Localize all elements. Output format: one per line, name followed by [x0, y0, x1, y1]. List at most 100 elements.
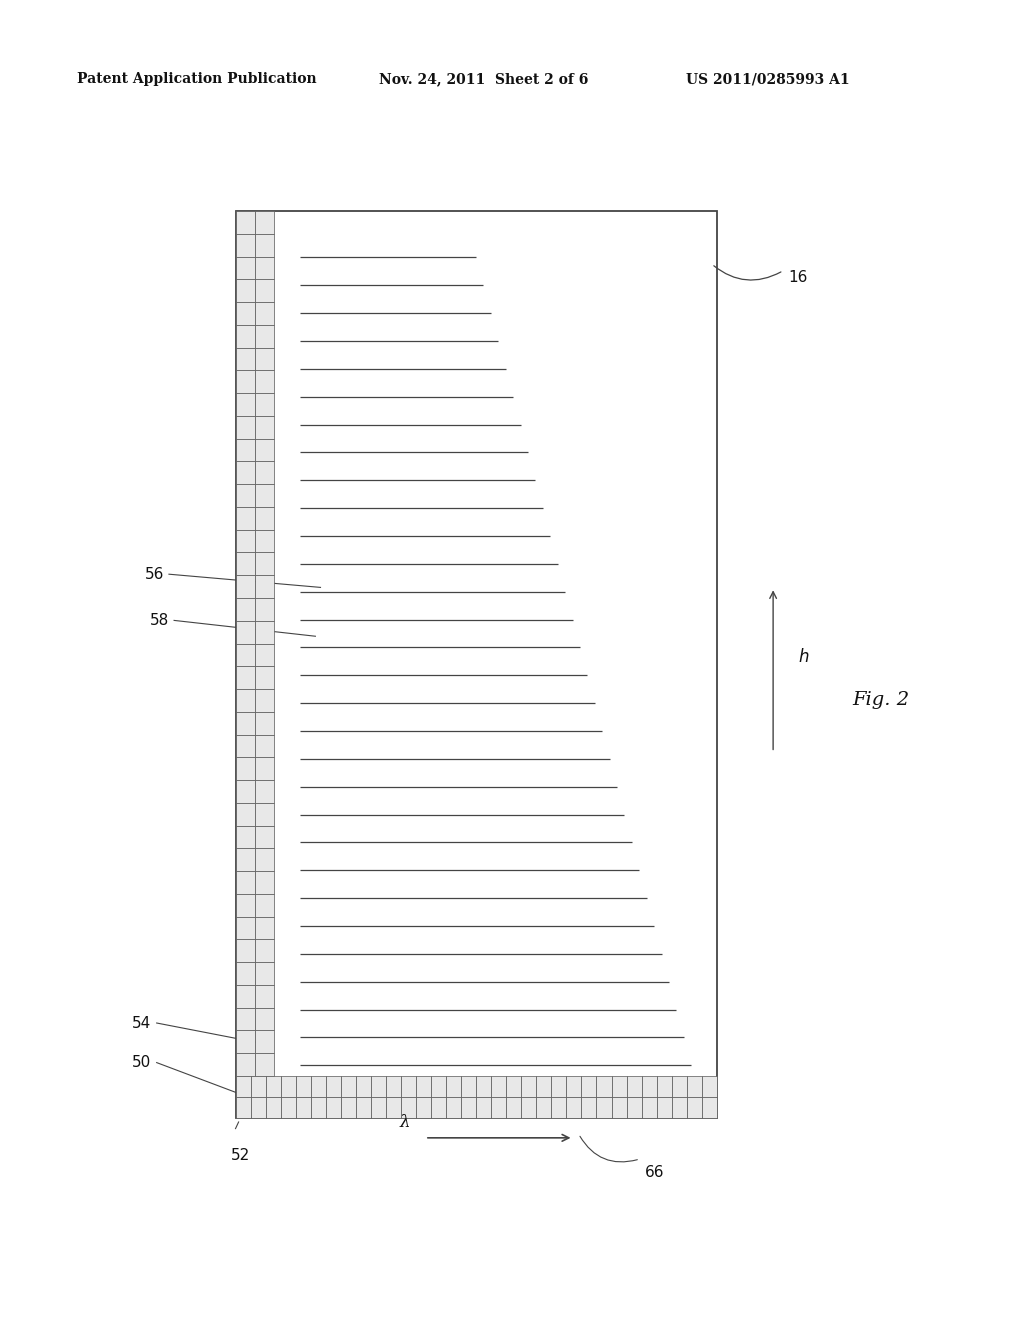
Text: 56: 56 — [144, 566, 164, 582]
Bar — [236, 689, 255, 711]
Bar — [255, 849, 274, 871]
Bar — [446, 1097, 461, 1118]
Bar — [236, 780, 255, 803]
Bar — [236, 529, 255, 553]
Bar — [701, 1076, 717, 1097]
Bar — [236, 280, 255, 302]
Bar — [255, 1031, 274, 1053]
Bar — [255, 758, 274, 780]
Text: 66: 66 — [645, 1164, 665, 1180]
Bar — [236, 302, 255, 325]
Bar — [687, 1076, 701, 1097]
Bar — [236, 1007, 255, 1031]
Bar — [476, 1076, 492, 1097]
Bar — [236, 553, 255, 576]
Bar — [255, 438, 274, 462]
Bar — [236, 1053, 255, 1076]
Bar — [537, 1076, 551, 1097]
Bar — [236, 416, 255, 438]
Bar — [566, 1097, 582, 1118]
Bar — [255, 871, 274, 894]
Bar — [236, 347, 255, 371]
Bar — [236, 894, 255, 916]
Bar — [582, 1097, 596, 1118]
Bar — [566, 1076, 582, 1097]
Bar — [582, 1076, 596, 1097]
Text: 50: 50 — [132, 1055, 152, 1071]
Bar — [255, 962, 274, 985]
Text: 16: 16 — [788, 269, 808, 285]
Bar — [596, 1097, 611, 1118]
Bar — [255, 211, 274, 234]
Bar — [236, 393, 255, 416]
Bar — [255, 347, 274, 371]
Bar — [255, 667, 274, 689]
Bar — [251, 1097, 265, 1118]
Bar — [255, 780, 274, 803]
Bar — [255, 325, 274, 347]
Text: Nov. 24, 2011  Sheet 2 of 6: Nov. 24, 2011 Sheet 2 of 6 — [379, 73, 588, 86]
Text: λ: λ — [399, 1114, 410, 1131]
Bar — [611, 1097, 627, 1118]
Bar — [255, 280, 274, 302]
Bar — [236, 462, 255, 484]
Bar — [326, 1097, 341, 1118]
Bar — [265, 1097, 281, 1118]
Bar — [341, 1097, 356, 1118]
Bar — [255, 256, 274, 280]
Bar — [386, 1097, 401, 1118]
Bar — [281, 1097, 296, 1118]
Bar — [236, 438, 255, 462]
Bar — [255, 576, 274, 598]
Bar — [236, 711, 255, 734]
Bar — [236, 1031, 255, 1053]
Bar — [701, 1097, 717, 1118]
Bar — [356, 1097, 371, 1118]
Bar — [551, 1097, 566, 1118]
Bar — [401, 1076, 416, 1097]
Bar — [236, 598, 255, 620]
Bar — [236, 644, 255, 667]
Bar — [492, 1076, 506, 1097]
Bar — [386, 1076, 401, 1097]
Bar — [521, 1076, 537, 1097]
Bar — [255, 393, 274, 416]
Bar — [521, 1097, 537, 1118]
Bar — [236, 325, 255, 347]
Bar — [236, 1076, 251, 1097]
Bar — [642, 1097, 656, 1118]
Bar — [236, 507, 255, 529]
Bar — [255, 734, 274, 758]
Bar — [627, 1097, 642, 1118]
Bar — [255, 916, 274, 940]
Text: h: h — [799, 648, 809, 665]
Bar — [255, 803, 274, 825]
Bar — [255, 644, 274, 667]
Bar — [236, 758, 255, 780]
Bar — [371, 1097, 386, 1118]
Bar — [236, 484, 255, 507]
Bar — [236, 962, 255, 985]
Text: Patent Application Publication: Patent Application Publication — [77, 73, 316, 86]
Bar — [611, 1076, 627, 1097]
Bar — [255, 234, 274, 256]
Bar — [236, 211, 255, 234]
Bar — [642, 1076, 656, 1097]
Bar — [537, 1097, 551, 1118]
Bar — [255, 689, 274, 711]
Bar — [236, 211, 717, 1118]
Bar — [255, 462, 274, 484]
Bar — [255, 507, 274, 529]
Bar — [356, 1076, 371, 1097]
Bar — [255, 371, 274, 393]
Bar — [446, 1076, 461, 1097]
Bar — [506, 1076, 521, 1097]
Bar — [687, 1097, 701, 1118]
Bar — [255, 484, 274, 507]
Bar — [236, 371, 255, 393]
Bar — [255, 529, 274, 553]
Bar — [296, 1076, 310, 1097]
Bar — [326, 1076, 341, 1097]
Bar — [236, 734, 255, 758]
Bar — [431, 1076, 446, 1097]
